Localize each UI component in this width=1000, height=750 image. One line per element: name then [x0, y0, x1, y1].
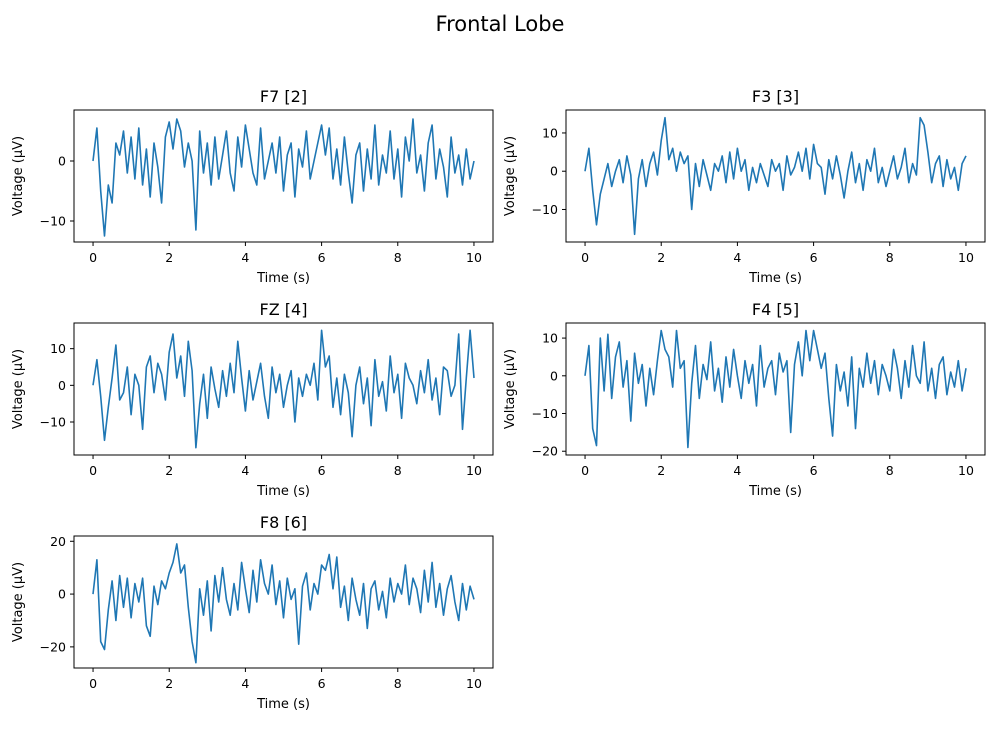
x-tick-label: 10	[466, 676, 482, 691]
y-axis-label: Voltage (µV)	[11, 562, 26, 642]
y-tick-label: −20	[40, 639, 66, 654]
signal-line	[92, 118, 475, 237]
x-tick-label: 6	[318, 463, 326, 478]
axes-frame	[565, 109, 986, 243]
figure-title: Frontal Lobe	[436, 12, 565, 36]
x-tick-label: 2	[657, 250, 665, 265]
y-axis-label: Voltage (µV)	[11, 349, 26, 429]
x-axis-label: Time (s)	[748, 484, 802, 499]
axes-frame	[565, 322, 986, 456]
subplot-title: F4 [5]	[752, 300, 799, 319]
x-tick-label: 2	[657, 463, 665, 478]
x-tick-label: 4	[241, 463, 249, 478]
y-tick-label: 0	[58, 378, 66, 393]
x-tick-label: 0	[89, 676, 97, 691]
subplot-3: FZ [4] 0 2 4 6 8 10 −10 0 10 Time (s) Voltage (µV)	[11, 300, 494, 499]
x-tick-label: 0	[89, 250, 97, 265]
subplot-title: F7 [2]	[260, 87, 307, 106]
subplot-title: FZ [4]	[260, 300, 308, 319]
y-tick-label: 0	[550, 164, 558, 179]
y-tick-label: 10	[542, 331, 558, 346]
y-axis-label: Voltage (µV)	[11, 136, 26, 216]
subplot-5: F8 [6] 0 2 4 6 8 10 −20 0 20 Time (s) Voltage (µV)	[11, 513, 494, 712]
y-tick-label: −10	[532, 202, 558, 217]
x-tick-label: 2	[165, 463, 173, 478]
x-tick-label: 2	[165, 676, 173, 691]
subplot-title: F8 [6]	[260, 513, 307, 532]
x-tick-label: 4	[241, 676, 249, 691]
subplot-2: F3 [3] 0 2 4 6 8 10 −10 0 10 Time (s) Voltage (µV)	[503, 87, 986, 286]
x-tick-label: 10	[958, 250, 974, 265]
y-tick-label: 20	[50, 534, 66, 549]
y-tick-label: −10	[40, 214, 66, 229]
x-tick-label: 4	[733, 250, 741, 265]
signal-line	[584, 116, 967, 236]
x-axis-label: Time (s)	[256, 484, 310, 499]
x-axis-label: Time (s)	[748, 271, 802, 286]
y-tick-label: 10	[542, 125, 558, 140]
x-axis-label: Time (s)	[256, 697, 310, 712]
subplot-title: F3 [3]	[752, 87, 799, 106]
x-tick-label: 4	[733, 463, 741, 478]
signal-line	[92, 329, 475, 449]
x-tick-label: 4	[241, 250, 249, 265]
x-tick-label: 8	[394, 250, 402, 265]
signal-line	[92, 543, 475, 664]
subplot-1: F7 [2] 0 2 4 6 8 10 −10 0 Time (s) Voltage (µV)	[11, 87, 494, 286]
x-tick-label: 6	[810, 250, 818, 265]
y-tick-label: −10	[40, 415, 66, 430]
axes-frame	[73, 109, 494, 243]
y-tick-label: 0	[58, 154, 66, 169]
y-axis-label: Voltage (µV)	[503, 136, 518, 216]
x-tick-label: 6	[810, 463, 818, 478]
axes-frame	[73, 322, 494, 456]
x-tick-label: 8	[886, 250, 894, 265]
x-tick-label: 6	[318, 250, 326, 265]
y-axis-label: Voltage (µV)	[503, 349, 518, 429]
axes-frame	[73, 535, 494, 669]
x-tick-label: 0	[89, 463, 97, 478]
x-tick-label: 8	[394, 463, 402, 478]
x-tick-label: 10	[466, 463, 482, 478]
y-tick-label: 0	[550, 368, 558, 383]
y-tick-label: −10	[532, 406, 558, 421]
x-axis-label: Time (s)	[256, 271, 310, 286]
x-tick-label: 10	[466, 250, 482, 265]
x-tick-label: 10	[958, 463, 974, 478]
y-tick-label: 10	[50, 341, 66, 356]
x-tick-label: 2	[165, 250, 173, 265]
y-tick-label: −20	[532, 444, 558, 459]
subplot-4: F4 [5] 0 2 4 6 8 10 −20 −10 0 10 Time (s) Voltage (µ…	[503, 300, 986, 499]
x-tick-label: 8	[394, 676, 402, 691]
x-tick-label: 0	[581, 250, 589, 265]
x-tick-label: 8	[886, 463, 894, 478]
x-tick-label: 0	[581, 463, 589, 478]
x-tick-label: 6	[318, 676, 326, 691]
signal-line	[584, 329, 967, 449]
y-tick-label: 0	[58, 587, 66, 602]
